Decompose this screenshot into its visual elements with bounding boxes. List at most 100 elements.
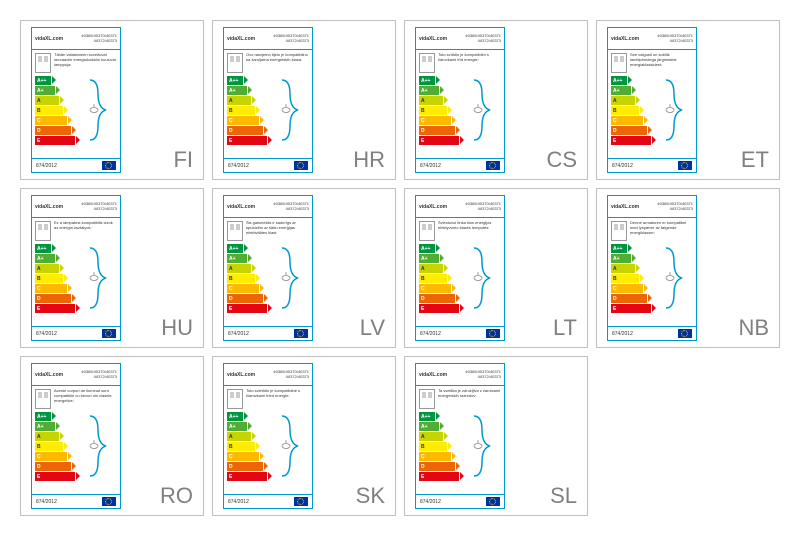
- energy-label-card: vidaXL.com 40369/40370/4037140372/40373 …: [415, 27, 505, 173]
- label-cell-sl: vidaXL.com 40369/40370/4037140372/40373 …: [404, 356, 588, 516]
- description-text: Šviestuvui tinka šios energijos efektyvu…: [438, 221, 501, 239]
- lamp-icon: [35, 221, 51, 241]
- bracket-icon: [664, 78, 684, 142]
- label-cell-fi: vidaXL.com 40369/40370/4037140372/40373 …: [20, 20, 204, 180]
- energy-class-A+: A+: [227, 422, 272, 431]
- country-code: HR: [353, 147, 385, 173]
- energy-class-A++: A++: [419, 244, 464, 253]
- description-text: Ovo rasvjetno tijelo je kompatibilno sa …: [246, 53, 309, 71]
- bracket-icon: [664, 246, 684, 310]
- energy-class-A: A: [419, 96, 464, 105]
- description-row: Toto svítidlo je kompatibilní s žárovkam…: [416, 50, 504, 74]
- energy-arrows: A++ A+ A B C D: [611, 244, 656, 316]
- energy-class-B: B: [227, 274, 272, 283]
- description-row: Ovo rasvjetno tijelo je kompatibilno sa …: [224, 50, 312, 74]
- energy-chart: A++ A+ A B C D: [224, 74, 312, 150]
- label-header: vidaXL.com 40369/40370/4037140372/40373: [32, 364, 120, 386]
- energy-label-card: vidaXL.com 40369/40370/4037140372/40373 …: [31, 195, 121, 341]
- label-footer: 874/2012: [224, 494, 312, 508]
- energy-class-A+: A+: [35, 422, 80, 431]
- label-footer: 874/2012: [416, 326, 504, 340]
- energy-class-E: E: [419, 304, 464, 313]
- energy-arrows: A++ A+ A B C D: [227, 412, 272, 484]
- energy-class-E: E: [611, 136, 656, 145]
- energy-class-D: D: [35, 126, 80, 135]
- label-cell-hu: vidaXL.com 40369/40370/4037140372/40373 …: [20, 188, 204, 348]
- label-footer: 874/2012: [224, 326, 312, 340]
- lamp-icon: [227, 221, 243, 241]
- label-footer: 874/2012: [32, 326, 120, 340]
- energy-label-card: vidaXL.com 40369/40370/4037140372/40373 …: [223, 195, 313, 341]
- country-code: LT: [553, 315, 577, 341]
- energy-chart: A++ A+ A B C D: [224, 242, 312, 318]
- energy-label-card: vidaXL.com 40369/40370/4037140372/40373 …: [31, 27, 121, 173]
- energy-arrows: A++ A+ A B C D: [227, 76, 272, 148]
- energy-label-card: vidaXL.com 40369/40370/4037140372/40373 …: [607, 27, 697, 173]
- energy-class-D: D: [227, 294, 272, 303]
- energy-class-B: B: [35, 274, 80, 283]
- energy-class-D: D: [419, 126, 464, 135]
- regulation-number: 874/2012: [36, 499, 57, 505]
- bracket-icon: [472, 78, 492, 142]
- energy-class-E: E: [35, 136, 80, 145]
- description-text: Denne armaturen er kompatibel med lyspær…: [630, 221, 693, 239]
- energy-class-E: E: [419, 136, 464, 145]
- description-text: Šis gaismeklis ir saderīgs ar spuldzēm a…: [246, 221, 309, 239]
- energy-class-C: C: [35, 116, 80, 125]
- brand-name: vidaXL.com: [419, 36, 447, 42]
- label-cell-ro: vidaXL.com 40369/40370/4037140372/40373 …: [20, 356, 204, 516]
- product-codes: 40369/40370/4037140372/40373: [273, 370, 309, 379]
- energy-chart: A++ A+ A B C D: [32, 74, 120, 150]
- description-row: Ez a lámpatest kompatibilis izzók az ene…: [32, 218, 120, 242]
- description-text: Toto svítidlo je kompatibilní s žárovkam…: [438, 53, 501, 71]
- regulation-number: 874/2012: [36, 163, 57, 169]
- bracket-icon: [472, 414, 492, 478]
- energy-chart: A++ A+ A B C D: [416, 242, 504, 318]
- energy-class-A++: A++: [35, 244, 80, 253]
- label-header: vidaXL.com 40369/40370/4037140372/40373: [416, 364, 504, 386]
- country-code: LV: [360, 315, 385, 341]
- product-codes: 40369/40370/4037140372/40373: [657, 34, 693, 43]
- energy-class-A++: A++: [611, 76, 656, 85]
- label-cell-cs: vidaXL.com 40369/40370/4037140372/40373 …: [404, 20, 588, 180]
- energy-arrows: A++ A+ A B C D: [419, 76, 464, 148]
- label-footer: 874/2012: [416, 158, 504, 172]
- energy-label-card: vidaXL.com 40369/40370/4037140372/40373 …: [223, 363, 313, 509]
- country-code: HU: [161, 315, 193, 341]
- energy-class-A++: A++: [419, 76, 464, 85]
- description-row: Šviestuvui tinka šios energijos efektyvu…: [416, 218, 504, 242]
- bracket-icon: [88, 246, 108, 310]
- label-cell-hr: vidaXL.com 40369/40370/4037140372/40373 …: [212, 20, 396, 180]
- label-cell-sk: vidaXL.com 40369/40370/4037140372/40373 …: [212, 356, 396, 516]
- energy-class-E: E: [227, 472, 272, 481]
- energy-class-A+: A+: [611, 254, 656, 263]
- label-footer: 874/2012: [608, 326, 696, 340]
- lamp-icon: [611, 53, 627, 73]
- product-codes: 40369/40370/4037140372/40373: [81, 202, 117, 211]
- label-header: vidaXL.com 40369/40370/4037140372/40373: [416, 196, 504, 218]
- energy-class-E: E: [35, 304, 80, 313]
- energy-class-C: C: [35, 284, 80, 293]
- energy-class-A+: A+: [611, 86, 656, 95]
- energy-class-A++: A++: [227, 412, 272, 421]
- country-code: ET: [741, 147, 769, 173]
- brand-name: vidaXL.com: [35, 36, 63, 42]
- label-header: vidaXL.com 40369/40370/4037140372/40373: [608, 196, 696, 218]
- energy-class-B: B: [419, 442, 464, 451]
- label-header: vidaXL.com 40369/40370/4037140372/40373: [224, 364, 312, 386]
- energy-class-A++: A++: [419, 412, 464, 421]
- energy-class-E: E: [35, 472, 80, 481]
- energy-class-A: A: [227, 264, 272, 273]
- eu-flag-icon: [294, 497, 308, 506]
- brand-name: vidaXL.com: [419, 204, 447, 210]
- regulation-number: 874/2012: [420, 331, 441, 337]
- energy-class-A: A: [419, 264, 464, 273]
- energy-chart: A++ A+ A B C D: [224, 410, 312, 486]
- brand-name: vidaXL.com: [35, 204, 63, 210]
- regulation-number: 874/2012: [228, 331, 249, 337]
- description-row: Toto svietidlo je kompatibilné s žiarovk…: [224, 386, 312, 410]
- description-row: See valgusti on sobilik lambipirnidega j…: [608, 50, 696, 74]
- description-text: Ez a lámpatest kompatibilis izzók az ene…: [54, 221, 117, 239]
- bracket-icon: [88, 78, 108, 142]
- label-header: vidaXL.com 40369/40370/4037140372/40373: [416, 28, 504, 50]
